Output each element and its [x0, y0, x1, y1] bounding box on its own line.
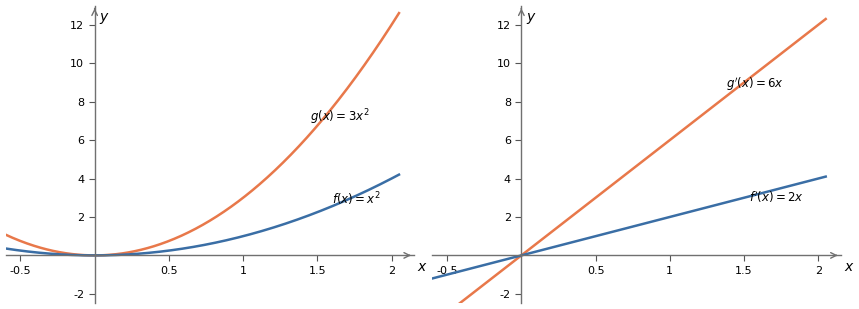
- Text: $f^{\prime}(x) = 2x$: $f^{\prime}(x) = 2x$: [748, 189, 803, 205]
- Text: $y$: $y$: [99, 11, 110, 26]
- Text: $g(x) = 3x^2$: $g(x) = 3x^2$: [310, 107, 369, 127]
- Text: $x$: $x$: [844, 260, 854, 274]
- Text: $g^{\prime}(x) = 6x$: $g^{\prime}(x) = 6x$: [726, 76, 784, 93]
- Text: $f(x) = x^2$: $f(x) = x^2$: [332, 191, 381, 208]
- Text: $x$: $x$: [417, 260, 428, 274]
- Text: $y$: $y$: [526, 11, 537, 26]
